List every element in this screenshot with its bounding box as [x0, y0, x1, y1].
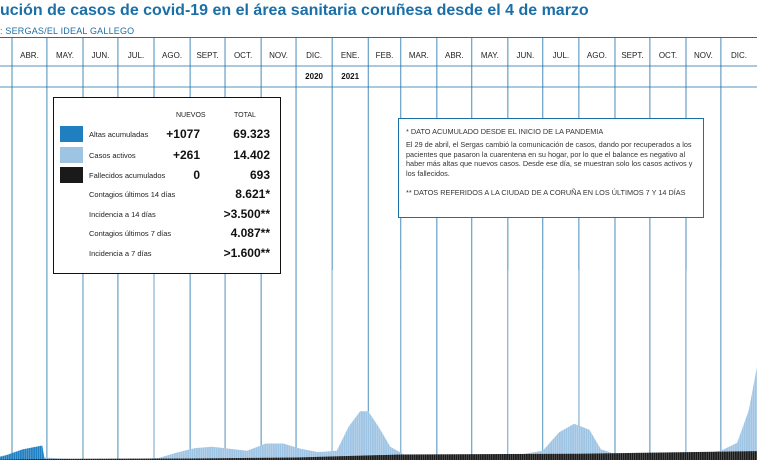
- x-tick-label: JUN.: [516, 51, 534, 60]
- activos-area: [0, 366, 757, 460]
- x-tick-label: MAR.: [409, 51, 429, 60]
- legend-total: 693: [249, 168, 270, 182]
- x-tick-label: ENE.: [341, 51, 360, 60]
- source-label: : SERGAS/EL IDEAL GALLEGO: [0, 26, 135, 36]
- fallecidos-area: [0, 451, 757, 460]
- x-tick-label: NOV.: [269, 51, 288, 60]
- x-tick-label: JUL.: [553, 51, 569, 60]
- legend-row-altas: Altas acumuladas +1077 69.323: [54, 126, 280, 144]
- x-tick-label: NOV.: [694, 51, 713, 60]
- x-tick-label: FEB.: [376, 51, 394, 60]
- x-tick-label: MAY.: [481, 51, 499, 60]
- x-tick-label: ABR.: [445, 51, 464, 60]
- legend-total: 69.323: [233, 127, 270, 141]
- chart-title: ución de casos de covid-19 en el área sa…: [0, 2, 589, 19]
- notes-box: * DATO ACUMULADO DESDE EL INICIO DE LA P…: [398, 118, 704, 218]
- note-methodology: El 29 de abril, el Sergas cambió la comu…: [406, 140, 693, 178]
- x-tick-label: OCT.: [234, 51, 252, 60]
- legend-row-activos: Casos activos +261 14.402: [54, 147, 280, 165]
- altas-swatch: [60, 126, 83, 142]
- legend-label: Contagios últimos 7 días: [89, 229, 172, 238]
- legend-label: Contagios últimos 14 días: [89, 190, 176, 199]
- legend-total: 8.621*: [235, 187, 270, 201]
- legend-col-total: TOTAL: [234, 112, 256, 119]
- x-tick-label: AGO.: [162, 51, 182, 60]
- x-tick-label: DIC.: [306, 51, 322, 60]
- series-areas: [0, 270, 757, 460]
- x-tick-label: MAY.: [56, 51, 74, 60]
- x-tick-label: DIC.: [731, 51, 747, 60]
- altas-area: [0, 445, 45, 460]
- x-tick-labels: ABR. MAY. JUN. JUL. AGO. SEPT. OCT. NOV. DIC. ENE…: [20, 51, 747, 60]
- legend-row-contagios14: Contagios últimos 14 días 8.621*: [54, 186, 280, 204]
- legend-label: Fallecidos acumulados: [89, 171, 166, 180]
- x-tick-label: SEPT.: [621, 51, 643, 60]
- daily-bar-texture: [0, 270, 757, 460]
- legend-nuevos: +1077: [166, 127, 200, 141]
- x-tick-label: OCT.: [659, 51, 677, 60]
- x-tick-label: AGO.: [587, 51, 607, 60]
- year-label: 2020: [305, 72, 323, 81]
- legend-label: Incidencia a 7 días: [89, 249, 152, 258]
- legend-label: Incidencia a 14 días: [89, 210, 156, 219]
- fallecidos-swatch: [60, 167, 83, 183]
- legend-row-incidencia14: Incidencia a 14 días >3.500**: [54, 206, 280, 224]
- x-tick-label: JUN.: [92, 51, 110, 60]
- legend-label: Altas acumuladas: [89, 130, 149, 139]
- x-tick-label: JUL.: [128, 51, 144, 60]
- year-label: 2021: [341, 72, 359, 81]
- note-city: ** DATOS REFERIDOS A LA CIUDAD DE A CORU…: [406, 188, 686, 197]
- legend-panel: NUEVOS TOTAL Altas acumuladas +1077 69.3…: [53, 97, 281, 274]
- x-tick-label: SEPT.: [196, 51, 218, 60]
- year-labels: 2020 2021: [305, 72, 359, 81]
- legend-total: 14.402: [233, 148, 270, 162]
- legend-total: >3.500**: [223, 207, 270, 221]
- legend-label: Casos activos: [89, 151, 136, 160]
- legend-row-fallecidos: Fallecidos acumulados 0 693: [54, 167, 280, 185]
- title-rule: [0, 37, 757, 38]
- note-accumulated: * DATO ACUMULADO DESDE EL INICIO DE LA P…: [406, 127, 604, 136]
- legend-nuevos: 0: [193, 168, 200, 182]
- legend-row-contagios7: Contagios últimos 7 días 4.087**: [54, 225, 280, 243]
- legend-total: 4.087**: [230, 226, 270, 240]
- x-tick-label: ABR.: [20, 51, 39, 60]
- legend-col-nuevos: NUEVOS: [176, 112, 206, 119]
- legend-row-incidencia7: Incidencia a 7 días >1.600**: [54, 245, 280, 263]
- legend-nuevos: +261: [172, 148, 200, 162]
- legend-total: >1.600**: [223, 246, 270, 260]
- activos-swatch: [60, 147, 83, 163]
